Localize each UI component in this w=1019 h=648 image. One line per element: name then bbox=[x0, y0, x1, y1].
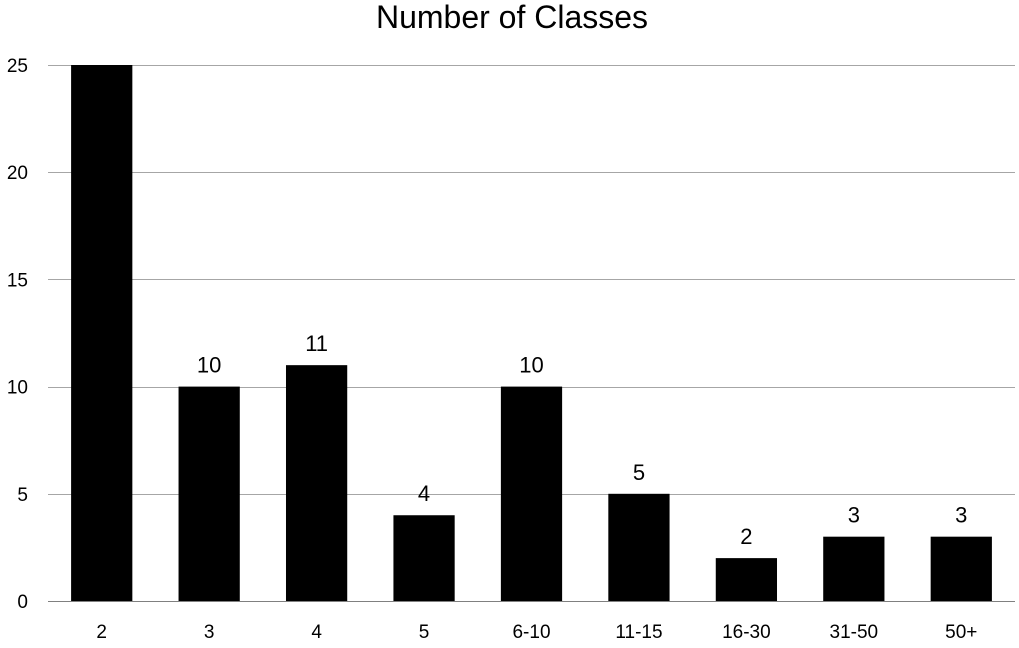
bar-5 bbox=[393, 515, 455, 601]
x-tick-label: 5 bbox=[419, 622, 430, 643]
y-tick-label: 10 bbox=[7, 378, 28, 399]
chart-title: Number of Classes bbox=[376, 0, 648, 35]
x-tick-label: 50+ bbox=[945, 622, 977, 643]
data-label: 4 bbox=[418, 481, 430, 506]
x-tick-label: 3 bbox=[204, 622, 215, 643]
y-tick-label: 0 bbox=[17, 592, 28, 613]
data-label: 10 bbox=[197, 353, 221, 378]
bar-31-50 bbox=[823, 536, 885, 601]
y-tick-label: 25 bbox=[7, 56, 28, 77]
bar-50+ bbox=[930, 536, 992, 601]
x-tick-label: 2 bbox=[96, 622, 107, 643]
data-label: 3 bbox=[955, 503, 967, 528]
bar-6-10 bbox=[500, 386, 563, 601]
data-labels: 10 11 4 10 5 2 3 3 bbox=[197, 331, 967, 549]
x-tick-label: 31-50 bbox=[830, 622, 879, 643]
bar-2 bbox=[71, 65, 133, 601]
x-tick-label: 11-15 bbox=[615, 622, 662, 643]
y-tick-label: 20 bbox=[7, 163, 28, 184]
data-label: 10 bbox=[519, 353, 543, 378]
bar-11-15 bbox=[608, 493, 670, 601]
y-axis-ticks: 0 5 10 15 20 25 bbox=[7, 56, 28, 613]
x-axis-ticks: 2 3 4 5 6-10 11-15 16-30 31-50 50+ bbox=[96, 622, 977, 643]
data-label: 5 bbox=[633, 460, 645, 485]
bar-3 bbox=[178, 386, 240, 601]
data-label: 2 bbox=[740, 524, 752, 549]
x-tick-label: 16-30 bbox=[722, 622, 771, 643]
x-tick-label: 4 bbox=[311, 622, 322, 643]
bar-4 bbox=[285, 365, 348, 601]
data-label: 3 bbox=[848, 503, 860, 528]
y-tick-label: 5 bbox=[17, 485, 28, 506]
x-tick-label: 6-10 bbox=[512, 622, 550, 643]
bar-16-30 bbox=[715, 558, 778, 601]
y-tick-label: 15 bbox=[7, 270, 28, 291]
data-label: 11 bbox=[305, 331, 328, 356]
bars bbox=[71, 65, 992, 601]
